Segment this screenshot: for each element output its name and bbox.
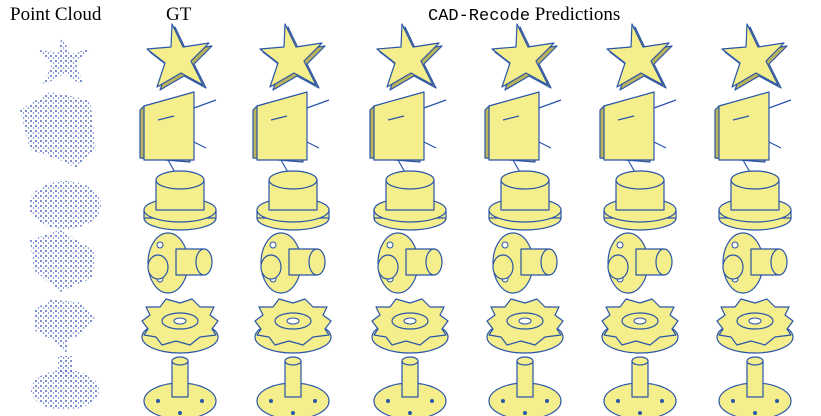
cad-render xyxy=(256,356,330,416)
cad-render xyxy=(718,170,792,231)
cad-render xyxy=(141,298,219,354)
cad-render xyxy=(139,91,217,175)
predictions-label: Predictions xyxy=(535,4,621,25)
header: Point Cloud GT CAD-Recode Predictions xyxy=(10,4,620,26)
cad-render xyxy=(488,170,562,231)
cad-render xyxy=(721,23,788,91)
col-label: Point Cloud xyxy=(10,4,102,25)
cad-render xyxy=(256,170,330,231)
cad-render xyxy=(601,298,679,354)
cad-render xyxy=(252,91,330,175)
cad-render xyxy=(722,232,788,294)
point-clouds xyxy=(20,36,101,410)
cad-render xyxy=(716,298,794,354)
point-cloud xyxy=(58,356,72,376)
col-label: CAD-Recode Predictions xyxy=(428,4,620,26)
point-cloud xyxy=(20,92,96,168)
cad-render xyxy=(599,91,677,175)
point-cloud xyxy=(30,230,96,292)
cad-render xyxy=(606,23,673,91)
cad-render xyxy=(371,298,449,354)
col-label: GT xyxy=(166,4,192,25)
cad-render xyxy=(486,298,564,354)
point-cloud xyxy=(34,300,96,354)
cad-render xyxy=(143,356,217,416)
cad-render xyxy=(147,232,213,294)
cad-render xyxy=(369,91,447,175)
cad-render xyxy=(373,356,447,416)
cad-render xyxy=(373,170,447,231)
point-cloud xyxy=(36,36,92,86)
render-grid xyxy=(139,23,794,416)
cad-render xyxy=(718,356,792,416)
point-cloud xyxy=(29,181,101,229)
cad-render xyxy=(377,232,443,294)
cad-render xyxy=(260,232,326,294)
cad-render xyxy=(492,232,558,294)
cad-render xyxy=(488,356,562,416)
cad-render xyxy=(607,232,673,294)
cad-render xyxy=(484,91,562,175)
point-cloud xyxy=(31,370,99,410)
cad-render xyxy=(491,23,558,91)
cad-render xyxy=(603,356,677,416)
cad-render xyxy=(254,298,332,354)
cad-render xyxy=(376,23,443,91)
cad-render xyxy=(714,91,792,175)
cad-render xyxy=(603,170,677,231)
cad-render xyxy=(143,170,217,231)
method-name: CAD-Recode xyxy=(428,7,530,26)
cad-render xyxy=(146,23,213,91)
cad-render xyxy=(259,23,326,91)
